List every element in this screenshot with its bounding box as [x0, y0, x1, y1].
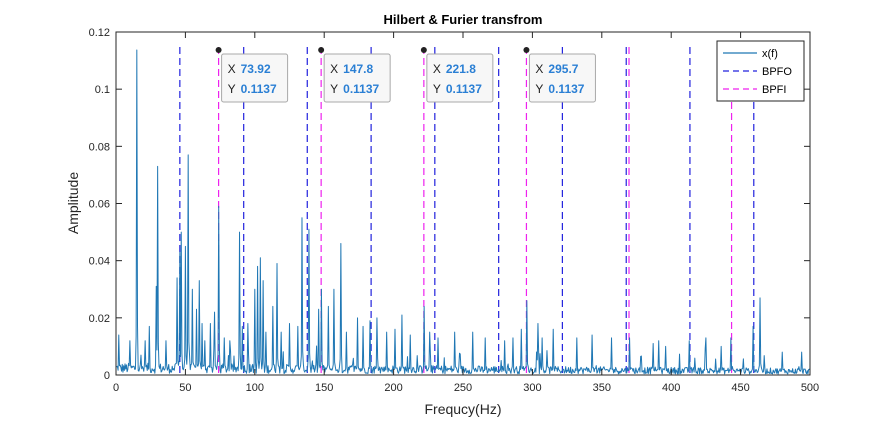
datatip-x-value: 221.8	[446, 62, 476, 76]
y-tick-label: 0.1	[95, 84, 110, 96]
datatip-box	[426, 53, 494, 103]
y-tick-label: 0.08	[89, 141, 110, 153]
x-tick-label: 300	[523, 382, 541, 394]
datatip: X 73.92 Y 0.1137	[215, 47, 289, 103]
x-axis-ticks: 0 50 100 150 200 250 300 350 400 450 500	[113, 32, 819, 394]
datatip-x-value: 295.7	[548, 62, 578, 76]
legend-box	[716, 40, 805, 102]
datatip-x-label: X	[228, 62, 236, 76]
x-tick-label: 400	[662, 382, 680, 394]
x-axis-label: Frequcy(Hz)	[424, 401, 501, 417]
datatip-marker	[215, 47, 222, 54]
legend-label: BPFI	[762, 84, 786, 96]
y-tick-label: 0.04	[89, 256, 110, 268]
datatip-box	[221, 53, 289, 103]
datatip-y-value: 0.1137	[241, 82, 277, 96]
datatip: X 221.8 Y 0.1137	[420, 47, 494, 103]
x-tick-label: 250	[454, 382, 472, 394]
datatip-y-value: 0.1137	[446, 82, 482, 96]
y-tick-label: 0	[104, 370, 110, 382]
datatip-x-label: X	[535, 62, 543, 76]
spectrum-layer	[115, 49, 811, 375]
datatip-y-value: 0.1137	[548, 82, 584, 96]
y-tick-label: 0.02	[89, 313, 110, 325]
datatip-box	[528, 53, 596, 103]
datatip-y-label: Y	[228, 82, 236, 96]
chart-title: Hilbert & Furier transfrom	[384, 12, 543, 27]
datatip-x-value: 73.92	[241, 62, 271, 76]
datatip-y-label: Y	[330, 82, 338, 96]
x-tick-label: 100	[246, 382, 264, 394]
x-tick-label: 150	[315, 382, 333, 394]
datatip-y-value: 0.1137	[343, 82, 379, 96]
datatip-x-value: 147.8	[343, 62, 373, 76]
y-axis-label: Amplitude	[65, 172, 81, 234]
y-tick-label: 0.06	[89, 199, 110, 211]
x-tick-label: 50	[179, 382, 191, 394]
datatip-y-label: Y	[433, 82, 441, 96]
datatip-marker	[318, 47, 325, 54]
legend: x(f) BPFO BPFI	[716, 40, 805, 102]
datatip: X 295.7 Y 0.1137	[523, 47, 596, 103]
x-tick-label: 350	[593, 382, 611, 394]
legend-label: x(f)	[762, 48, 778, 60]
x-tick-label: 500	[801, 382, 819, 394]
datatip-y-label: Y	[535, 82, 543, 96]
datatip-x-label: X	[433, 62, 441, 76]
x-tick-label: 0	[113, 382, 119, 394]
datatip-marker	[523, 47, 530, 54]
legend-label: BPFO	[762, 66, 792, 78]
datatip-marker	[420, 47, 427, 54]
y-axis-ticks: 0 0.02 0.04 0.06 0.08 0.1 0.12	[89, 27, 810, 382]
y-tick-label: 0.12	[89, 27, 110, 39]
datatip-x-label: X	[330, 62, 338, 76]
x-tick-label: 200	[384, 382, 402, 394]
spectrum-line	[115, 49, 811, 375]
datatip-box	[323, 53, 391, 103]
datatip: X 147.8 Y 0.1137	[318, 47, 391, 103]
x-tick-label: 450	[731, 382, 749, 394]
